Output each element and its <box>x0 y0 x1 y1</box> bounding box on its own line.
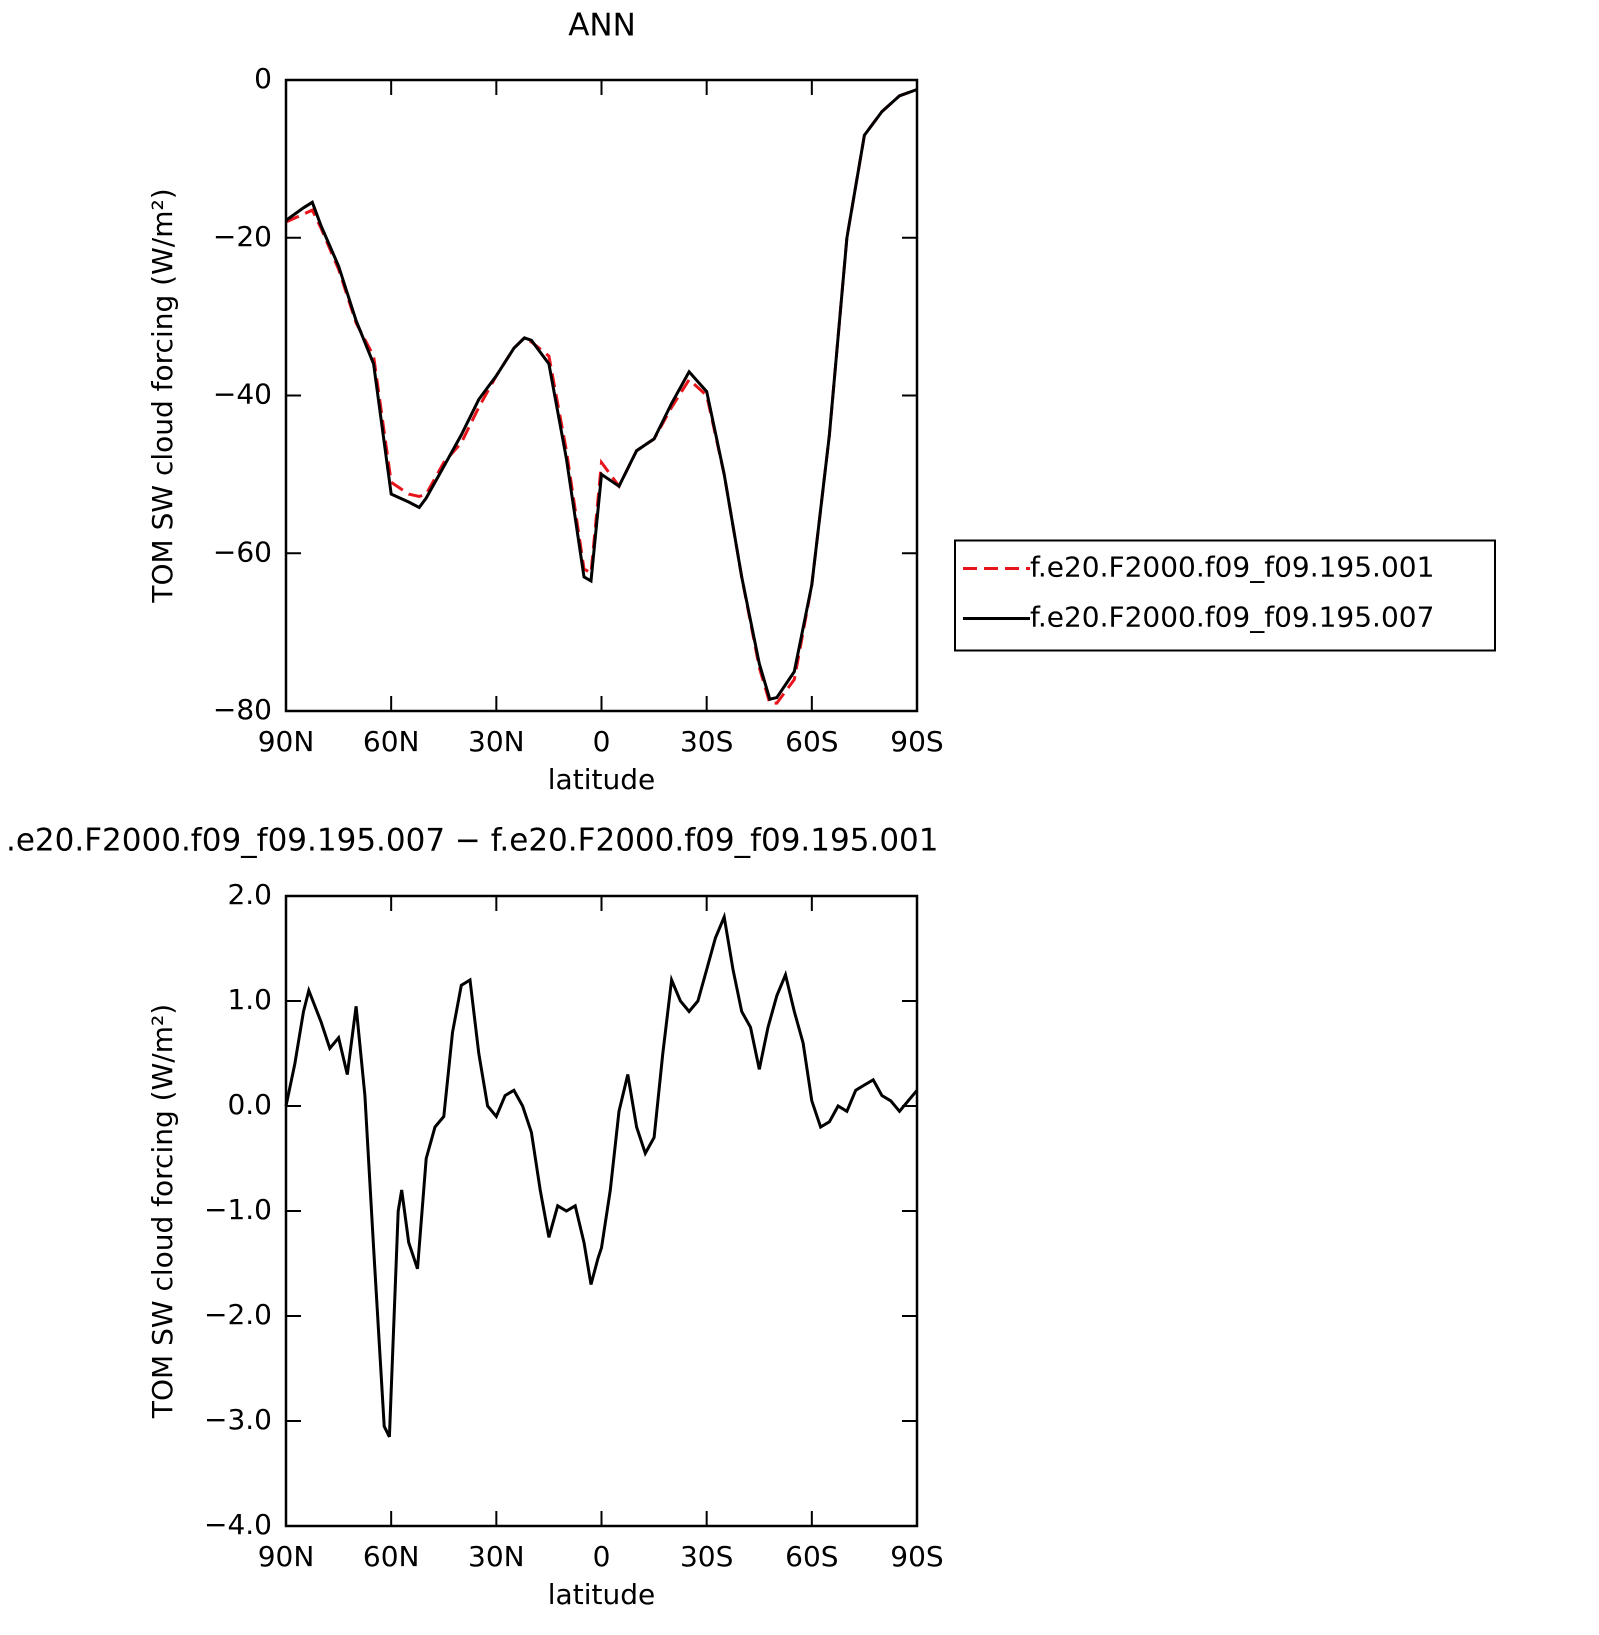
x-tick-label: 90N <box>258 725 315 758</box>
y-tick-label: −80 <box>213 693 272 726</box>
y-tick-label: −3.0 <box>204 1403 272 1436</box>
plot-frame <box>284 894 919 1528</box>
legend-label: f.e20.F2000.f09_f09.195.007 <box>1030 601 1434 634</box>
data-line <box>284 911 919 1438</box>
x-tick-label: 60N <box>363 725 420 758</box>
data-line <box>285 88 918 701</box>
y-axis-label: TOM SW cloud forcing (W/m²) <box>146 1004 179 1419</box>
x-tick-label: 90N <box>258 1540 315 1573</box>
x-tick-label: 60N <box>363 1540 420 1573</box>
y-tick-label: −60 <box>213 535 272 568</box>
x-tick-label: 30N <box>468 725 525 758</box>
plot-frame <box>284 78 919 713</box>
x-tick-label: 30S <box>680 725 733 758</box>
y-tick-label: −4.0 <box>204 1508 272 1541</box>
data-line <box>285 88 918 705</box>
x-tick-label: 60S <box>785 725 838 758</box>
chart-title: .e20.F2000.f09_f09.195.007 − f.e20.F2000… <box>6 823 938 859</box>
y-tick-label: 1.0 <box>227 983 272 1016</box>
legend-box <box>954 539 1496 652</box>
chart-panel: .e20.F2000.f09_f09.195.007 − f.e20.F2000… <box>6 823 944 1612</box>
x-axis-label: latitude <box>548 763 655 796</box>
y-tick-label: −40 <box>213 378 272 411</box>
x-tick-label: 30N <box>468 1540 525 1573</box>
y-tick-label: −1.0 <box>204 1193 272 1226</box>
x-tick-label: 90S <box>890 725 943 758</box>
x-tick-label: 0 <box>593 1540 611 1573</box>
y-tick-label: 0 <box>254 62 272 95</box>
y-tick-label: 0.0 <box>227 1088 272 1121</box>
x-tick-label: 0 <box>593 725 611 758</box>
y-tick-label: −20 <box>213 220 272 253</box>
x-tick-label: 90S <box>890 1540 943 1573</box>
chart-title: ANN <box>568 8 636 44</box>
x-tick-label: 60S <box>785 1540 838 1573</box>
x-axis-label: latitude <box>548 1578 655 1611</box>
y-tick-label: −2.0 <box>204 1298 272 1331</box>
x-tick-label: 30S <box>680 1540 733 1573</box>
y-tick-label: 2.0 <box>227 878 272 911</box>
legend-label: f.e20.F2000.f09_f09.195.001 <box>1030 551 1434 584</box>
chart-panel: ANN −80 −60 −40 −20 0 90N 60N 30N 0 30S 60S 90S latit… <box>146 8 1496 796</box>
y-axis-label: TOM SW cloud forcing (W/m²) <box>146 188 179 603</box>
